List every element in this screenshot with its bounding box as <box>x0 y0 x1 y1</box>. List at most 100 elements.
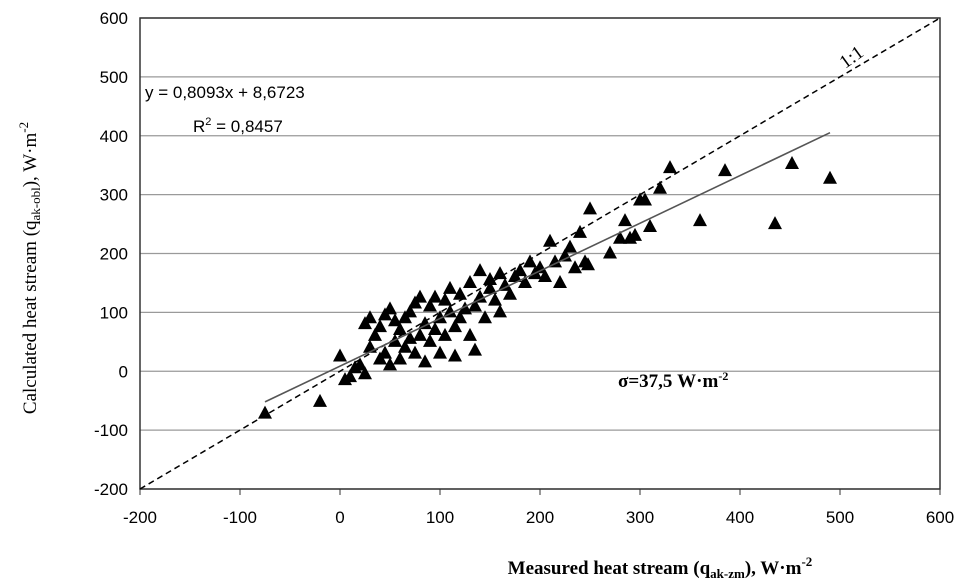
y-tick-label: 400 <box>100 127 128 146</box>
point <box>413 289 427 303</box>
point <box>548 254 562 268</box>
point <box>823 170 837 184</box>
point <box>478 310 492 324</box>
y-tick-label: 100 <box>100 303 128 322</box>
x-tick-label: -200 <box>123 508 157 527</box>
point <box>408 345 422 359</box>
yl-sub: ak-obl <box>28 187 43 221</box>
point <box>363 339 377 353</box>
point <box>663 160 677 174</box>
point <box>473 263 487 277</box>
point <box>398 339 412 353</box>
r-sup: 2 <box>205 116 211 128</box>
xl-after: ), W·m <box>745 558 802 579</box>
point <box>373 319 387 333</box>
point <box>383 301 397 315</box>
equation: y = 0,8093x + 8,6723 <box>145 83 305 102</box>
point <box>418 354 432 368</box>
sigma: σ=37,5 W·m-2 <box>618 369 728 392</box>
r-text: R <box>193 117 205 136</box>
point <box>568 260 582 274</box>
trendline <box>264 131 831 403</box>
point <box>378 345 392 359</box>
r-after: = 0,8457 <box>211 117 282 136</box>
x-tick-label: 500 <box>826 508 854 527</box>
point <box>785 156 799 170</box>
y-tick-label: 600 <box>100 9 128 28</box>
point <box>603 245 617 259</box>
x-axis-label: Measured heat stream (qak-zm), W·m-2 <box>508 554 813 581</box>
point <box>358 366 372 380</box>
reference-label: 1:1 <box>836 42 868 73</box>
sigma-text: σ=37,5 W·m <box>618 371 718 392</box>
point <box>468 298 482 312</box>
point <box>581 257 595 271</box>
point <box>563 239 577 253</box>
r-squared: R2 = 0,8457 <box>193 116 283 136</box>
point <box>453 310 467 324</box>
y-tick-label: -200 <box>94 480 128 499</box>
point <box>383 357 397 371</box>
xl-text: Measured heat stream (q <box>508 558 711 579</box>
point <box>343 369 357 383</box>
point <box>313 393 327 407</box>
y-tick-label: -100 <box>94 421 128 440</box>
point <box>583 201 597 215</box>
point <box>483 271 497 285</box>
point <box>628 227 642 241</box>
point <box>353 357 367 371</box>
point <box>463 327 477 341</box>
point <box>488 292 502 306</box>
x-tick-label: -100 <box>223 508 257 527</box>
point <box>438 292 452 306</box>
point <box>513 263 527 277</box>
point <box>613 230 627 244</box>
reference-line <box>139 17 941 490</box>
point <box>368 327 382 341</box>
x-tick-label: 100 <box>426 508 454 527</box>
point <box>428 322 442 336</box>
point <box>553 274 567 288</box>
point <box>433 345 447 359</box>
point <box>493 304 507 318</box>
point <box>523 254 537 268</box>
point <box>423 333 437 347</box>
point <box>493 266 507 280</box>
point <box>468 342 482 356</box>
point <box>643 219 657 233</box>
point <box>443 304 457 318</box>
x-tick-label: 600 <box>926 508 954 527</box>
y-tick-label: 300 <box>100 186 128 205</box>
y-tick-label: 200 <box>100 245 128 264</box>
plot-frame <box>139 17 941 490</box>
point <box>543 233 557 247</box>
point <box>413 327 427 341</box>
point <box>498 277 512 291</box>
xl-sup: -2 <box>801 554 812 569</box>
point <box>448 348 462 362</box>
xl-sub: ak-zm <box>710 566 745 581</box>
point <box>693 213 707 227</box>
point <box>453 286 467 300</box>
point <box>363 310 377 324</box>
point <box>428 289 442 303</box>
point <box>473 289 487 303</box>
point <box>463 274 477 288</box>
point <box>518 274 532 288</box>
y-tick-label: 500 <box>100 68 128 87</box>
x-tick-label: 300 <box>626 508 654 527</box>
y-tick-label: 0 <box>119 362 128 381</box>
point <box>653 180 667 194</box>
point <box>558 248 572 262</box>
point <box>443 280 457 294</box>
point <box>438 327 452 341</box>
yl-text: Calculated heat stream (q <box>20 220 41 414</box>
x-tick-label: 200 <box>526 508 554 527</box>
point <box>768 216 782 230</box>
point <box>618 213 632 227</box>
point <box>718 163 732 177</box>
point <box>333 348 347 362</box>
point <box>393 322 407 336</box>
point <box>258 405 272 419</box>
